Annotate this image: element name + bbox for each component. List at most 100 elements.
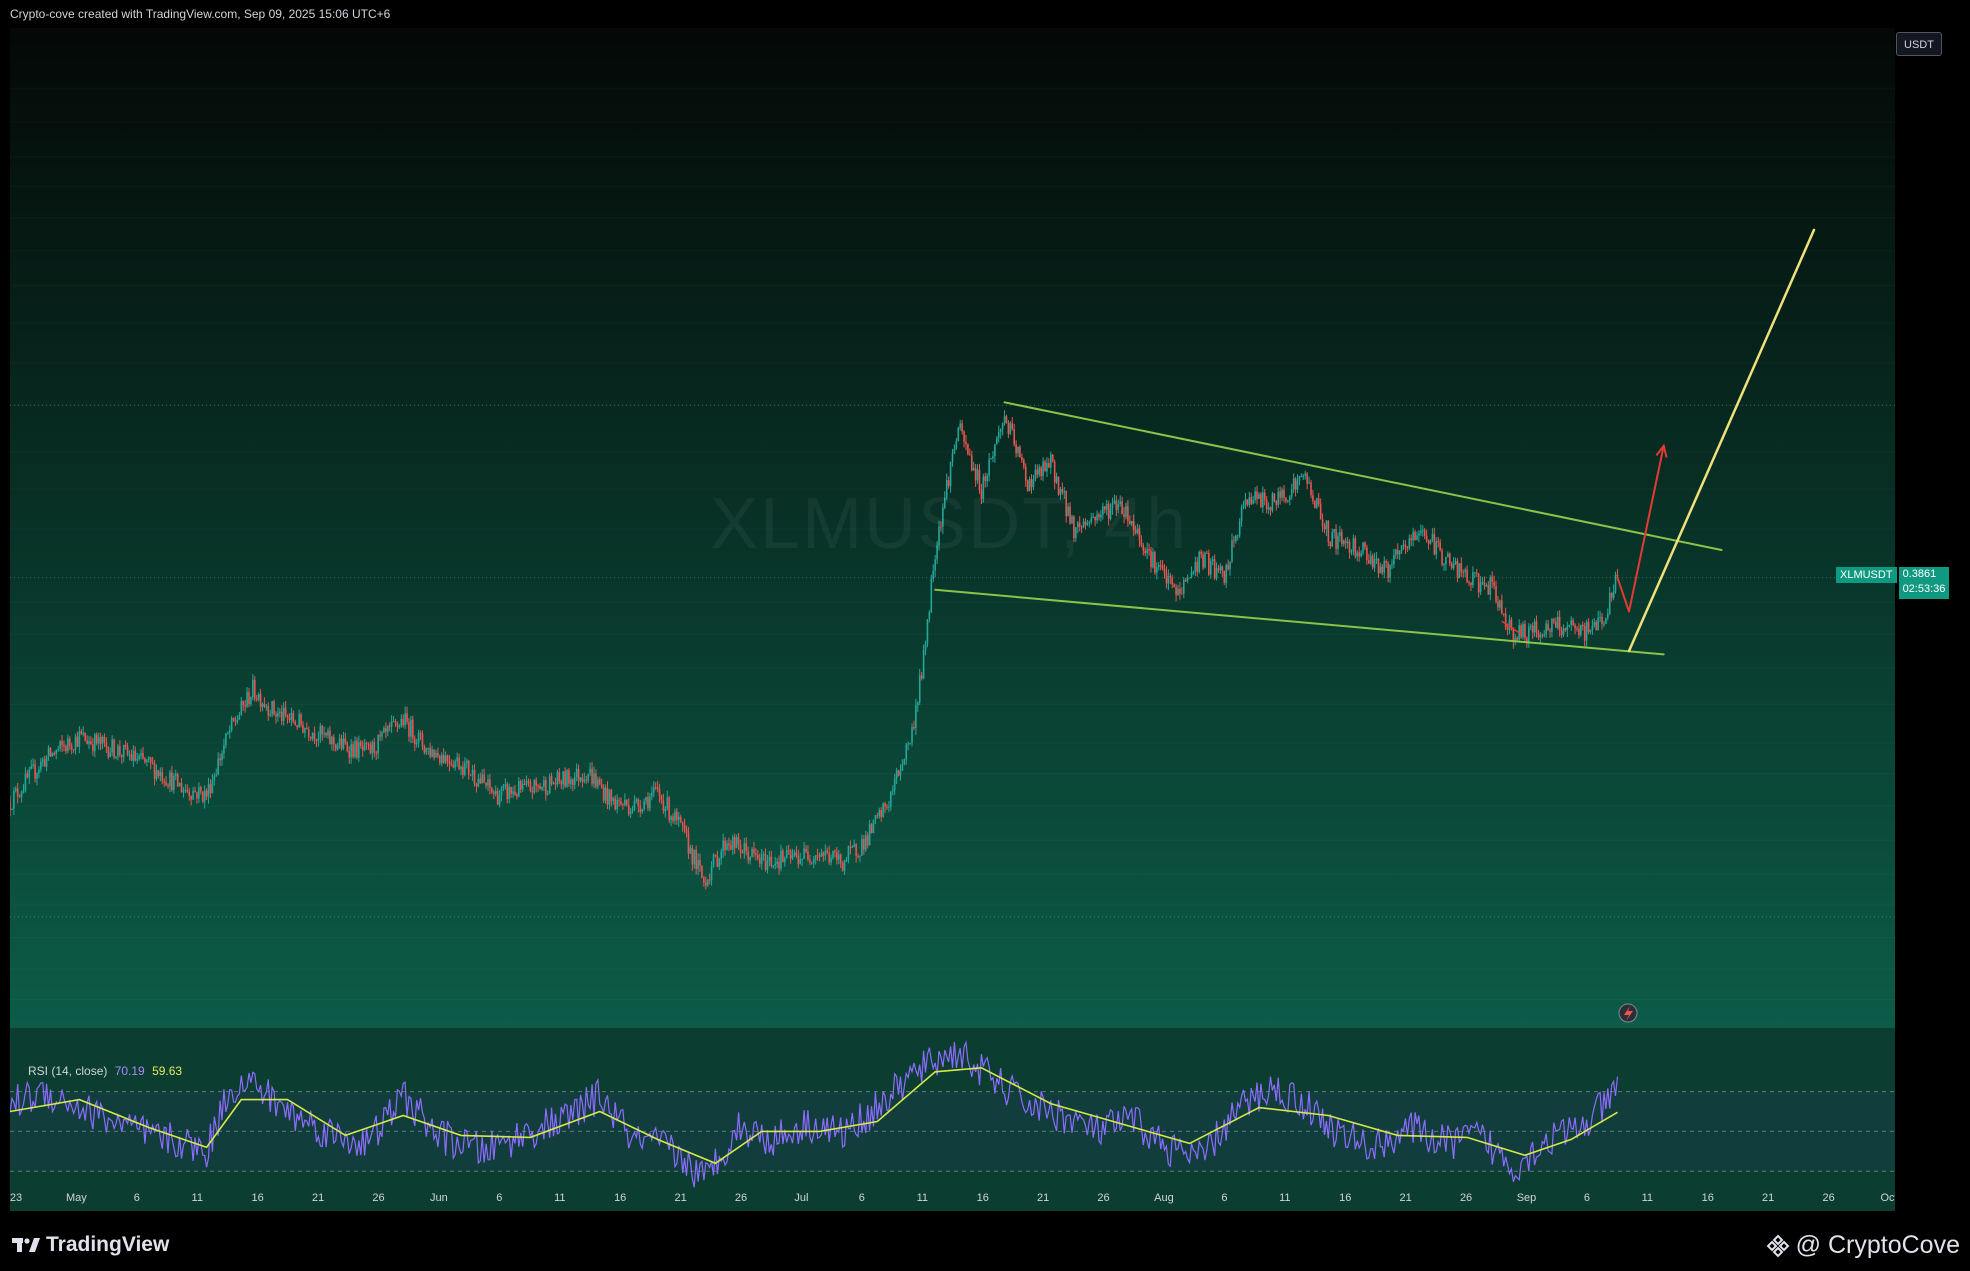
candle-body bbox=[701, 865, 703, 878]
candle-body bbox=[452, 764, 455, 768]
candle-body bbox=[350, 744, 352, 758]
candle-body bbox=[1450, 563, 1453, 569]
candle-body bbox=[261, 703, 264, 708]
candle-body bbox=[546, 793, 549, 795]
candle-body bbox=[679, 816, 682, 822]
candle-body bbox=[795, 852, 798, 856]
candle-body bbox=[1094, 517, 1096, 521]
candle-body bbox=[109, 752, 112, 758]
candle-body bbox=[317, 738, 320, 741]
candle-body bbox=[196, 792, 198, 799]
candle-body bbox=[500, 787, 503, 796]
candle-body bbox=[1578, 628, 1580, 636]
candle-body bbox=[955, 441, 958, 449]
candle-body bbox=[1360, 552, 1362, 557]
candle-body bbox=[11, 808, 13, 810]
candle-body bbox=[922, 650, 925, 679]
candle-body bbox=[753, 848, 755, 854]
candle-body bbox=[1179, 588, 1181, 594]
candle-body bbox=[1533, 621, 1536, 633]
candle-body bbox=[173, 775, 175, 791]
candle-body bbox=[550, 776, 553, 784]
candle-body bbox=[1581, 624, 1584, 626]
breakout-projection-line bbox=[1627, 228, 1816, 653]
candle-body bbox=[200, 787, 202, 792]
candle-body bbox=[282, 707, 285, 722]
candle-body bbox=[1335, 529, 1337, 549]
candle-body bbox=[1470, 582, 1472, 586]
candle-body bbox=[134, 750, 137, 761]
candle-body bbox=[13, 791, 15, 809]
candle-body bbox=[34, 764, 36, 779]
candle-body bbox=[72, 749, 75, 751]
rsi-legend[interactable]: RSI (14, close) 70.19 59.63 bbox=[28, 1064, 182, 1078]
candle-body bbox=[14, 788, 17, 792]
candle-body bbox=[1526, 637, 1528, 643]
tradingview-logo[interactable]: TradingView bbox=[12, 1233, 169, 1257]
candle-body bbox=[257, 694, 260, 700]
candle-body bbox=[323, 733, 325, 735]
candle-body bbox=[334, 744, 337, 750]
candle-body bbox=[1524, 623, 1526, 638]
candle-body bbox=[572, 779, 574, 785]
candle-body bbox=[512, 791, 514, 794]
candle-body bbox=[1196, 561, 1199, 572]
candle-body bbox=[1007, 422, 1010, 434]
candle-body bbox=[600, 784, 603, 788]
candle-body bbox=[338, 738, 341, 746]
cryptocove-brand-text: @ CryptoCove bbox=[1795, 1231, 1960, 1259]
candle-body bbox=[1383, 560, 1386, 573]
candle-body bbox=[167, 784, 169, 787]
candle-body bbox=[1067, 506, 1069, 517]
candle-body bbox=[163, 781, 165, 783]
candle-body bbox=[986, 475, 988, 482]
candle-body bbox=[934, 559, 936, 571]
candle-body bbox=[1391, 564, 1393, 566]
candle-body bbox=[1084, 521, 1087, 525]
candle-body bbox=[113, 739, 115, 758]
candle-body bbox=[68, 738, 71, 746]
candle-body bbox=[1516, 637, 1519, 640]
candle-body bbox=[1163, 568, 1166, 574]
candle-body bbox=[1173, 584, 1175, 587]
candle-body bbox=[410, 719, 412, 737]
candle-body bbox=[982, 476, 985, 499]
candle-body bbox=[1601, 617, 1603, 624]
candle-body bbox=[1344, 540, 1347, 544]
candle-body bbox=[1182, 579, 1185, 594]
candle-body bbox=[942, 507, 944, 528]
candle-body bbox=[1404, 544, 1407, 548]
candle-body bbox=[1152, 552, 1154, 568]
candle-body bbox=[947, 480, 950, 487]
candle-body bbox=[1364, 542, 1366, 548]
candle-body bbox=[263, 703, 266, 707]
candle-body bbox=[521, 783, 524, 790]
candle-body bbox=[392, 721, 395, 723]
candle-body bbox=[1375, 558, 1378, 560]
candle-body bbox=[1447, 553, 1449, 558]
candle-body bbox=[1150, 550, 1152, 568]
currency-button[interactable]: USDT bbox=[1896, 32, 1942, 56]
candle-body bbox=[1208, 553, 1210, 575]
candle-body bbox=[920, 675, 923, 679]
candle-body bbox=[1506, 627, 1509, 630]
candle-body bbox=[402, 718, 404, 726]
candle-body bbox=[1119, 501, 1121, 505]
time-tick-label: 21 bbox=[1037, 1192, 1049, 1204]
candle-body bbox=[845, 859, 848, 861]
time-tick-label: 6 bbox=[496, 1192, 502, 1204]
price-chart-svg[interactable]: 0.90000.85000.80000.76000.72000.68000.64… bbox=[10, 28, 1895, 1211]
candle-body bbox=[1331, 532, 1333, 547]
candle-body bbox=[839, 854, 842, 864]
candle-body bbox=[662, 800, 665, 812]
chart-area[interactable]: 0.90000.85000.80000.76000.72000.68000.64… bbox=[10, 28, 1895, 1211]
candle-body bbox=[1423, 530, 1426, 537]
candle-body bbox=[367, 743, 370, 746]
candle-body bbox=[774, 863, 776, 866]
candle-body bbox=[1096, 514, 1098, 521]
candle-body bbox=[988, 459, 990, 476]
candle-body bbox=[359, 742, 362, 746]
candle-body bbox=[26, 773, 29, 778]
candle-body bbox=[38, 769, 40, 774]
candle-body bbox=[508, 786, 510, 800]
